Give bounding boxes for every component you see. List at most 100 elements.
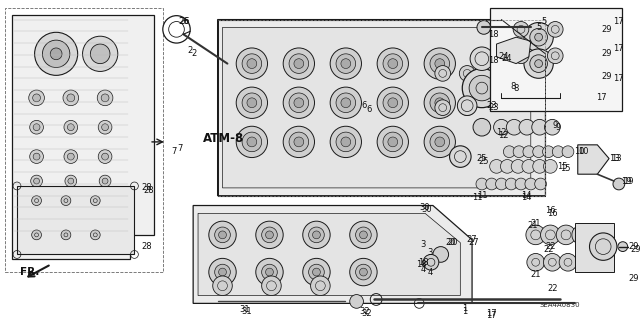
Circle shape (572, 225, 591, 245)
Text: SEA4A0830: SEA4A0830 (540, 302, 580, 308)
Circle shape (534, 178, 547, 190)
Text: 21: 21 (531, 270, 541, 278)
Circle shape (289, 54, 308, 73)
Circle shape (99, 175, 111, 187)
Circle shape (262, 264, 277, 280)
Circle shape (349, 294, 364, 308)
Circle shape (31, 175, 42, 187)
Text: 26: 26 (179, 17, 189, 26)
Circle shape (65, 200, 77, 211)
Circle shape (519, 119, 534, 135)
Circle shape (435, 59, 445, 69)
Circle shape (68, 178, 74, 184)
Circle shape (460, 100, 475, 115)
Circle shape (527, 254, 545, 271)
Text: 18: 18 (416, 260, 426, 269)
Text: 26: 26 (178, 17, 189, 26)
Circle shape (310, 276, 330, 295)
Circle shape (383, 93, 403, 113)
Text: 1: 1 (461, 307, 467, 316)
Text: 17: 17 (486, 309, 497, 318)
Circle shape (500, 160, 514, 173)
Circle shape (482, 80, 497, 96)
Text: 3: 3 (428, 248, 433, 257)
Text: 29: 29 (602, 72, 612, 81)
Circle shape (262, 227, 277, 243)
Circle shape (247, 137, 257, 147)
Text: 15: 15 (560, 164, 570, 173)
Text: 18: 18 (488, 30, 499, 39)
Circle shape (214, 227, 230, 243)
Text: 16: 16 (545, 206, 556, 215)
Bar (575, 223, 614, 272)
Circle shape (99, 200, 111, 211)
Text: 22: 22 (547, 284, 557, 293)
Text: 29: 29 (628, 274, 639, 283)
Circle shape (61, 230, 71, 240)
Circle shape (101, 94, 109, 102)
Circle shape (90, 44, 110, 63)
Circle shape (356, 264, 371, 280)
Circle shape (236, 87, 268, 118)
Text: 12: 12 (498, 130, 509, 139)
Circle shape (312, 268, 321, 276)
Text: 10: 10 (579, 147, 589, 156)
Text: 20: 20 (445, 238, 456, 247)
Text: 11: 11 (477, 191, 487, 200)
Circle shape (383, 54, 403, 73)
Circle shape (303, 258, 330, 286)
Circle shape (34, 203, 40, 208)
Circle shape (349, 258, 377, 286)
Circle shape (283, 87, 314, 118)
Circle shape (34, 178, 40, 184)
Bar (490, 8, 622, 111)
Text: 9: 9 (552, 121, 558, 130)
Circle shape (473, 118, 491, 136)
Bar (5, 8, 163, 272)
Circle shape (51, 220, 61, 230)
Circle shape (283, 48, 314, 79)
Circle shape (618, 242, 628, 251)
Circle shape (449, 146, 471, 167)
Circle shape (90, 196, 100, 205)
Circle shape (356, 227, 371, 243)
Circle shape (51, 48, 62, 60)
Circle shape (486, 178, 497, 190)
Circle shape (522, 160, 536, 173)
Circle shape (388, 98, 397, 108)
Circle shape (29, 150, 44, 163)
Text: 11: 11 (472, 193, 482, 202)
Circle shape (341, 98, 351, 108)
Circle shape (543, 146, 554, 158)
Circle shape (543, 254, 561, 271)
Circle shape (513, 21, 529, 37)
Circle shape (289, 132, 308, 152)
Circle shape (547, 48, 563, 63)
Text: 19: 19 (621, 176, 632, 186)
Circle shape (219, 231, 227, 239)
Circle shape (525, 178, 537, 190)
Circle shape (388, 137, 397, 147)
Text: 2: 2 (188, 46, 193, 56)
Circle shape (102, 124, 109, 131)
Circle shape (460, 66, 475, 81)
Circle shape (469, 75, 495, 101)
Circle shape (31, 200, 42, 211)
Polygon shape (578, 145, 609, 174)
Circle shape (532, 119, 547, 135)
Text: 23: 23 (488, 103, 499, 112)
Text: 16: 16 (547, 209, 557, 218)
Circle shape (83, 36, 118, 71)
Text: 23: 23 (486, 101, 497, 110)
Circle shape (336, 54, 356, 73)
Circle shape (61, 196, 71, 205)
Circle shape (470, 47, 493, 70)
Circle shape (330, 48, 362, 79)
Text: 4: 4 (428, 268, 433, 277)
Circle shape (552, 146, 564, 158)
Text: 29: 29 (602, 25, 612, 34)
Circle shape (360, 231, 367, 239)
Text: 28: 28 (142, 183, 152, 192)
Circle shape (545, 119, 560, 135)
Circle shape (256, 258, 283, 286)
